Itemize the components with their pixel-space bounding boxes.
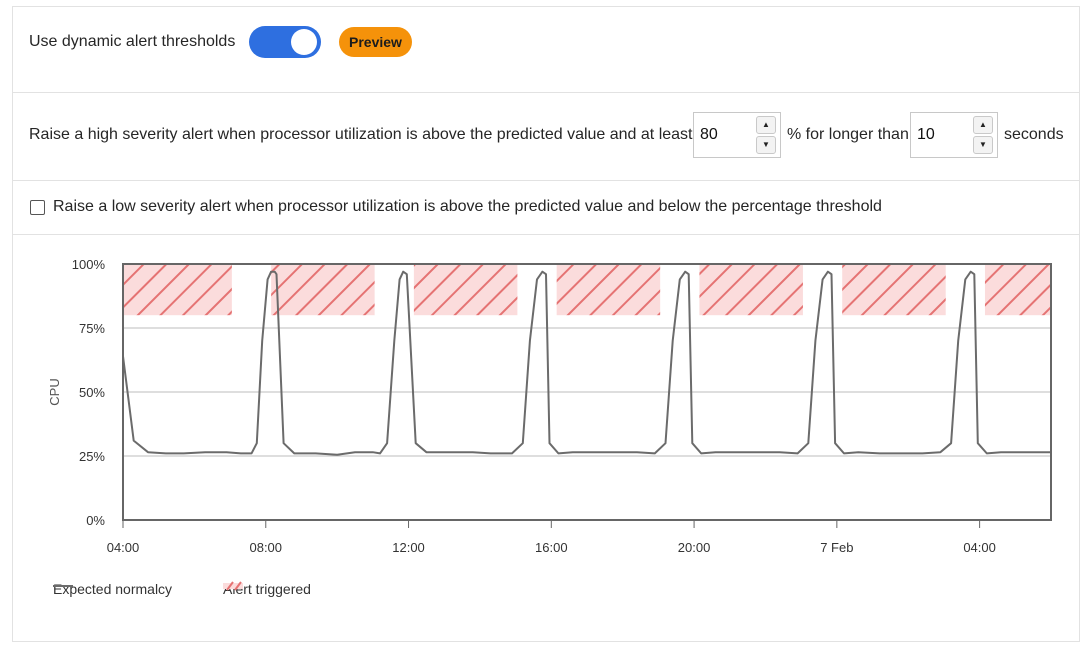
y-tick-label: 0% <box>86 513 105 528</box>
high-alert-text-after: seconds <box>1004 126 1064 143</box>
dynamic-threshold-row: Use dynamic alert thresholds Preview <box>13 7 1079 93</box>
alert-band-segment <box>699 264 803 316</box>
x-tick-label: 04:00 <box>107 540 140 555</box>
alert-band-segment <box>984 264 1051 316</box>
x-tick-label: 16:00 <box>535 540 568 555</box>
legend-item-expected: Expected normalcy <box>53 581 172 597</box>
high-alert-text-middle: % for longer than <box>787 126 909 143</box>
low-alert-checkbox[interactable] <box>30 200 45 215</box>
seconds-increment-button[interactable]: ▲ <box>973 116 993 134</box>
legend-hatch-icon <box>223 581 243 591</box>
cpu-chart-svg: 100%75%50%25%0%04:00 08:00 12:00 16:00 20:00… <box>47 257 1052 555</box>
y-tick-label: 100% <box>72 257 106 272</box>
percent-increment-button[interactable]: ▲ <box>756 116 776 134</box>
cpu-chart: 100% 75% 50% 25% 0% 04:00 08:00 12:00 16:00 20:00… <box>13 235 1081 643</box>
high-alert-text-before: Raise a high severity alert when process… <box>29 126 693 143</box>
expected-normalcy-line <box>122 270 1051 456</box>
legend-label-alert: Alert triggered <box>223 581 311 597</box>
legend-line-icon <box>53 585 73 587</box>
legend-label-expected: Expected normalcy <box>53 581 173 597</box>
seconds-decrement-button[interactable]: ▼ <box>973 136 993 154</box>
alert-settings-panel: Use dynamic alert thresholds Preview Rai… <box>12 6 1080 642</box>
y-tick-label: 25% <box>79 449 105 464</box>
x-tick-label: 12:00 <box>392 540 425 555</box>
preview-badge: Preview <box>339 27 412 57</box>
y-tick-label: 75% <box>79 321 105 336</box>
high-severity-row: Raise a high severity alert when process… <box>13 93 1079 181</box>
percent-decrement-button[interactable]: ▼ <box>756 136 776 154</box>
alert-band-segment <box>271 264 375 316</box>
x-tick-label: 20:00 <box>678 540 711 555</box>
alert-band-segment <box>842 264 946 316</box>
toggle-knob <box>291 29 317 55</box>
seconds-value: 10 <box>917 126 935 143</box>
percent-stepper[interactable]: 80 ▲ ▼ <box>693 112 781 158</box>
dynamic-threshold-toggle[interactable] <box>249 26 321 58</box>
percent-stepper-buttons: ▲ ▼ <box>756 116 776 154</box>
x-tick-label: 04:00 <box>963 540 996 555</box>
x-tick-label: 08:00 <box>249 540 282 555</box>
plot-frame <box>122 263 1052 521</box>
percent-value: 80 <box>700 126 718 143</box>
y-tick-label: 50% <box>79 385 105 400</box>
dynamic-threshold-label: Use dynamic alert thresholds <box>29 33 236 50</box>
seconds-stepper-buttons: ▲ ▼ <box>973 116 993 154</box>
alert-band-segment <box>556 264 661 316</box>
alert-band-segment <box>123 264 232 316</box>
alert-band-segment <box>413 264 518 316</box>
y-axis-label: CPU <box>47 378 62 405</box>
x-tick-label: 7 Feb <box>820 540 853 555</box>
low-severity-row: Raise a low severity alert when processo… <box>13 181 1079 235</box>
seconds-stepper[interactable]: 10 ▲ ▼ <box>910 112 998 158</box>
legend-item-alert: Alert triggered <box>223 581 311 597</box>
low-alert-label: Raise a low severity alert when processo… <box>53 198 882 215</box>
